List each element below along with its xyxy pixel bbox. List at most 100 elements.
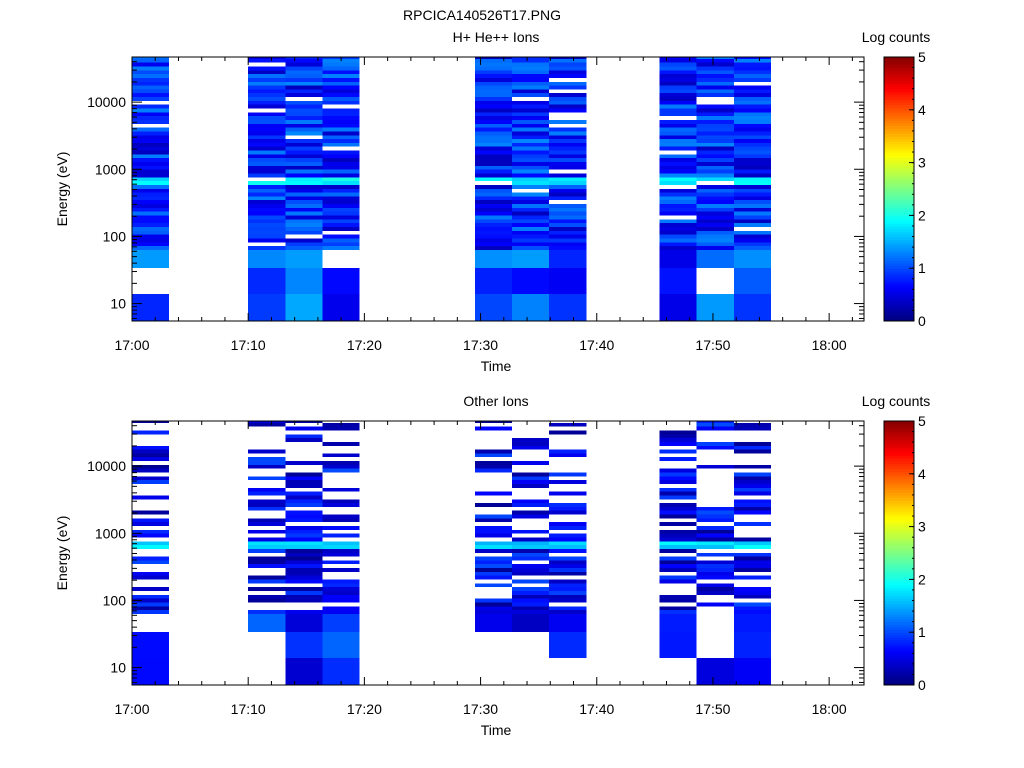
heatmap-cell — [733, 238, 772, 243]
heatmap-cell — [511, 74, 550, 78]
heatmap-cell — [659, 62, 697, 67]
colorbar-swatch — [884, 276, 914, 280]
heatmap-cell — [696, 541, 734, 546]
colorbar-swatch — [884, 191, 914, 195]
heatmap-cell — [285, 568, 323, 572]
heatmap-cell — [322, 464, 360, 469]
page-title: RPCICA140526T17.PNG — [403, 7, 561, 23]
heatmap-cell — [696, 215, 734, 220]
heatmap-cell — [659, 556, 697, 561]
heatmap-cell — [322, 173, 360, 178]
heatmap-cell — [549, 158, 587, 163]
heatmap-cell — [733, 135, 772, 140]
heatmap-cell — [549, 503, 587, 507]
heatmap-cell — [285, 434, 323, 439]
colorbar-swatch — [884, 603, 914, 607]
heatmap-cell — [511, 541, 550, 546]
heatmap-cell — [733, 464, 772, 469]
heatmap-cell — [248, 154, 286, 159]
heatmap-cell — [549, 564, 587, 569]
heatmap-cell — [696, 192, 734, 197]
colorbar-swatch — [884, 611, 914, 615]
heatmap-cell — [132, 510, 170, 515]
heatmap-cell — [285, 215, 323, 220]
heatmap-cell — [132, 457, 170, 462]
heatmap-cell — [549, 181, 587, 185]
heatmap-cell — [322, 548, 360, 553]
heatmap-cell — [511, 510, 550, 515]
panel-title: H+ He++ Ions — [453, 29, 540, 45]
heatmap-cell — [549, 204, 587, 208]
heatmap-cell — [322, 181, 360, 185]
heatmap-cell — [696, 568, 734, 572]
heatmap-cell — [248, 57, 286, 59]
heatmap-cell — [248, 150, 286, 155]
heatmap-cell — [733, 62, 772, 67]
heatmap-cell — [549, 108, 587, 113]
heatmap-cell — [474, 426, 512, 431]
heatmap-cell — [285, 112, 323, 117]
heatmap-cell — [285, 200, 323, 205]
heatmap-cell — [549, 246, 587, 250]
heatmap-cell — [322, 560, 360, 565]
heatmap-cell — [733, 230, 772, 235]
heatmap-cell — [132, 529, 170, 534]
colorbar-swatch — [884, 231, 914, 235]
colorbar-swatch — [884, 299, 914, 304]
heatmap-cell — [659, 506, 697, 511]
colorbar-swatch — [884, 128, 914, 132]
heatmap-cell — [474, 66, 512, 71]
heatmap-cell — [659, 81, 697, 86]
heatmap-cell — [248, 93, 286, 98]
colorbar-swatch — [884, 175, 914, 180]
heatmap-cell — [733, 631, 772, 658]
heatmap-cell — [285, 594, 323, 599]
heatmap-cell — [733, 165, 772, 170]
heatmap-cell — [322, 131, 360, 136]
colorbar-swatch — [884, 70, 914, 74]
x-tick-label: 17:20 — [347, 337, 382, 353]
colorbar-swatch — [884, 157, 914, 161]
colorbar-swatch — [884, 626, 914, 631]
heatmap-cell — [659, 165, 697, 170]
heatmap-cell — [474, 267, 512, 294]
heatmap-cell — [322, 93, 360, 98]
heatmap-cell — [696, 506, 734, 511]
heatmap-cell — [285, 571, 323, 576]
colorbar-swatch — [884, 183, 914, 187]
heatmap-cell — [511, 461, 550, 465]
heatmap-cell — [549, 545, 587, 549]
colorbar-swatch — [884, 661, 914, 665]
heatmap-cell — [322, 70, 360, 75]
heatmap-cell — [696, 119, 734, 124]
heatmap-cell — [322, 234, 360, 239]
colorbar-swatch — [884, 642, 914, 646]
heatmap-cell — [132, 131, 170, 136]
heatmap-cell — [511, 207, 550, 212]
colorbar-swatch — [884, 534, 914, 538]
heatmap-cell — [248, 598, 286, 603]
heatmap-cell — [733, 158, 772, 163]
colorbar-swatch — [884, 442, 914, 446]
heatmap-cell — [696, 188, 734, 193]
heatmap-cell — [474, 529, 512, 534]
heatmap-cell — [322, 150, 360, 155]
colorbar-swatch — [884, 492, 914, 496]
colorbar: 0 1 2 3 4 5 — [883, 49, 926, 329]
heatmap-cell — [733, 119, 772, 124]
heatmap-cell — [549, 491, 587, 496]
colorbar-swatch — [884, 640, 914, 644]
heatmap-cell — [132, 445, 170, 450]
colorbar-swatch — [884, 555, 914, 559]
colorbar-swatch — [884, 83, 914, 87]
heatmap-cell — [248, 610, 286, 614]
heatmap-cell — [659, 169, 697, 174]
heatmap-cell — [696, 66, 734, 71]
heatmap-cell — [696, 104, 734, 109]
colorbar-tick-label: 2 — [918, 207, 926, 223]
x-tick-label: 17:30 — [463, 701, 498, 717]
colorbar-swatch — [884, 297, 914, 301]
heatmap-cell — [474, 598, 512, 603]
heatmap-cell — [549, 66, 587, 71]
heatmap-cell — [474, 57, 512, 59]
